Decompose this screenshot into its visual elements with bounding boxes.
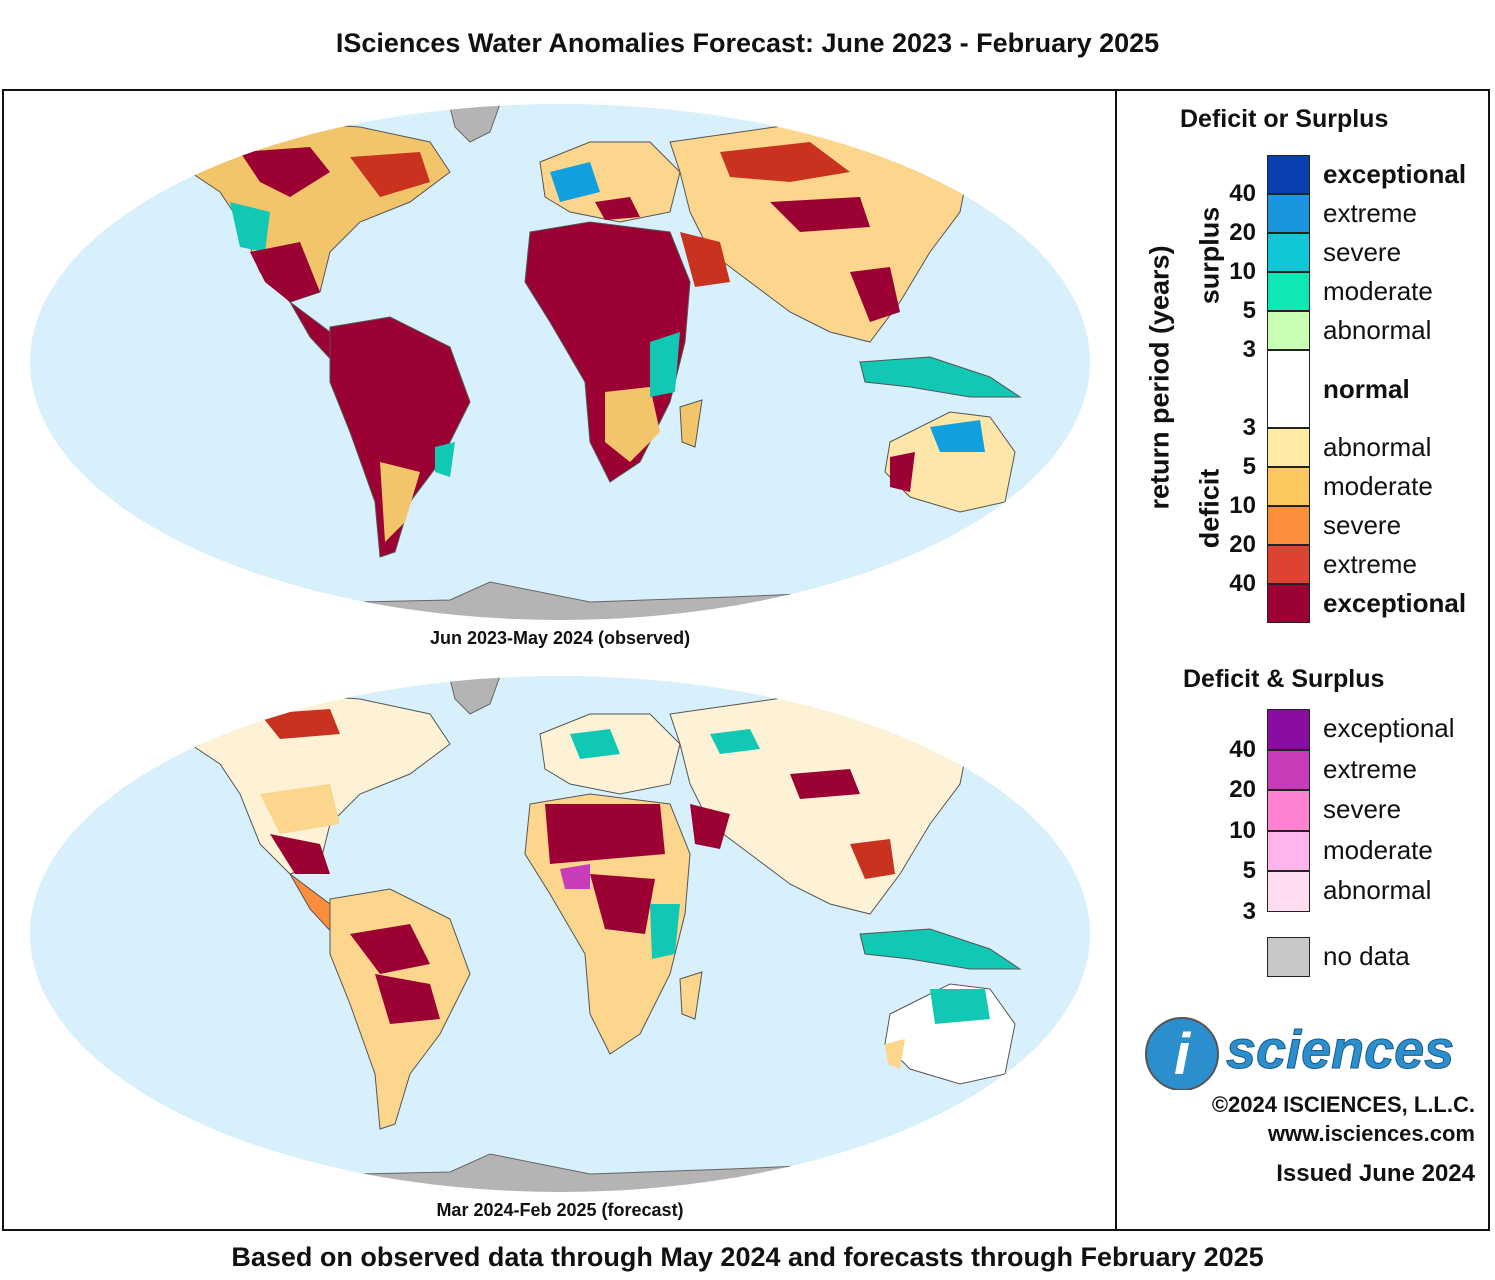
surplus-swatch-abnormal: [1267, 311, 1310, 350]
combined-swatch-exceptional: [1267, 709, 1310, 750]
legend-heading-deficit-and-surplus: Deficit & Surplus: [1183, 665, 1385, 693]
website: www.isciences.com: [1267, 1121, 1475, 1146]
deficit-label-extreme: extreme: [1323, 549, 1417, 579]
combined-return-period: 10: [1229, 816, 1256, 844]
madagascar: [679, 971, 703, 1020]
surplus-label-extreme: extreme: [1323, 198, 1417, 228]
surplus-swatch-exceptional: [1267, 155, 1310, 194]
combined-return-period: 5: [1242, 857, 1256, 884]
se-asia-islands: [859, 356, 1022, 398]
deficit-swatch-severe: [1267, 506, 1310, 545]
surplus-return-period: 5: [1242, 297, 1256, 324]
legend-heading-deficit-or-surplus: Deficit or Surplus: [1180, 105, 1389, 133]
normal-swatch: [1267, 350, 1310, 428]
surplus-return-period: 3: [1242, 336, 1256, 363]
combined-return-period: 40: [1229, 735, 1256, 763]
deficit-return-period: 40: [1229, 570, 1256, 597]
surplus-return-period: 40: [1229, 180, 1256, 207]
logo-letter: i: [1174, 1022, 1192, 1087]
map-observed: [30, 102, 1090, 622]
normal-label: normal: [1323, 374, 1410, 404]
combined-label-moderate: moderate: [1323, 834, 1433, 865]
combined-swatch-severe: [1267, 790, 1310, 831]
page-footer: Based on observed data through May 2024 …: [231, 1242, 1264, 1272]
deficit-label-exceptional: exceptional: [1323, 588, 1467, 618]
map-forecast-caption: Mar 2024-Feb 2025 (forecast): [436, 1200, 684, 1220]
deficit-swatch-moderate: [1267, 467, 1310, 506]
combined-return-period: 20: [1229, 776, 1256, 803]
isciences-logo: i sciences: [1140, 1010, 1480, 1091]
combined-label-extreme: extreme: [1323, 753, 1417, 784]
map-observed-caption: Jun 2023-May 2024 (observed): [429, 628, 691, 648]
deficit-return-period: 3: [1242, 414, 1256, 441]
combined-label-severe: severe: [1323, 794, 1402, 824]
surplus-swatch-moderate: [1267, 272, 1310, 311]
deficit-return-period: 20: [1229, 531, 1256, 558]
page-title: ISciences Water Anomalies Forecast: June…: [335, 28, 1160, 58]
return-period-axis-label: return period (years): [1144, 245, 1175, 510]
no-data-label: no data: [1323, 941, 1410, 971]
surplus-label-severe: severe: [1323, 237, 1402, 267]
deficit-return-period: 10: [1229, 492, 1256, 519]
deficit-label-moderate: moderate: [1323, 471, 1433, 501]
deficit-swatch-extreme: [1267, 545, 1310, 584]
surplus-label-exceptional: exceptional: [1323, 159, 1467, 189]
logo-wordmark: sciences: [1226, 1020, 1454, 1080]
deficit-return-period: 5: [1242, 453, 1256, 480]
surplus-label-abnormal: abnormal: [1323, 315, 1432, 345]
deficit-swatch-abnormal: [1267, 428, 1310, 467]
copyright: ©2024 ISCIENCES, L.L.C.: [1211, 1092, 1475, 1117]
se-asia-islands: [859, 928, 1022, 970]
surplus-return-period: 20: [1229, 219, 1256, 246]
combined-swatch-abnormal: [1267, 871, 1310, 912]
europe: [539, 141, 681, 223]
surplus-swatch-extreme: [1267, 194, 1310, 233]
surplus-swatch-severe: [1267, 233, 1310, 272]
map-forecast: [30, 674, 1090, 1194]
combined-return-period: 3: [1242, 897, 1256, 925]
combined-swatch-extreme: [1267, 749, 1310, 790]
deficit-swatch-exceptional: [1267, 584, 1310, 623]
combined-swatch-moderate: [1267, 830, 1310, 871]
no-data-swatch: [1267, 937, 1310, 977]
new-zealand: [1004, 1072, 1031, 1116]
new-zealand: [1004, 500, 1031, 544]
south-america: [329, 316, 471, 558]
combined-label-exceptional: exceptional: [1323, 713, 1455, 743]
surplus-return-period: 10: [1229, 258, 1256, 285]
combined-label-abnormal: abnormal: [1323, 875, 1432, 905]
figure-frame: [2, 89, 1490, 1231]
deficit-label-abnormal: abnormal: [1323, 432, 1432, 462]
deficit-label-severe: severe: [1323, 510, 1402, 540]
surplus-label-moderate: moderate: [1323, 276, 1433, 306]
legend-divider: [1115, 89, 1117, 1231]
issued-date: Issued June 2024: [1276, 1160, 1475, 1187]
